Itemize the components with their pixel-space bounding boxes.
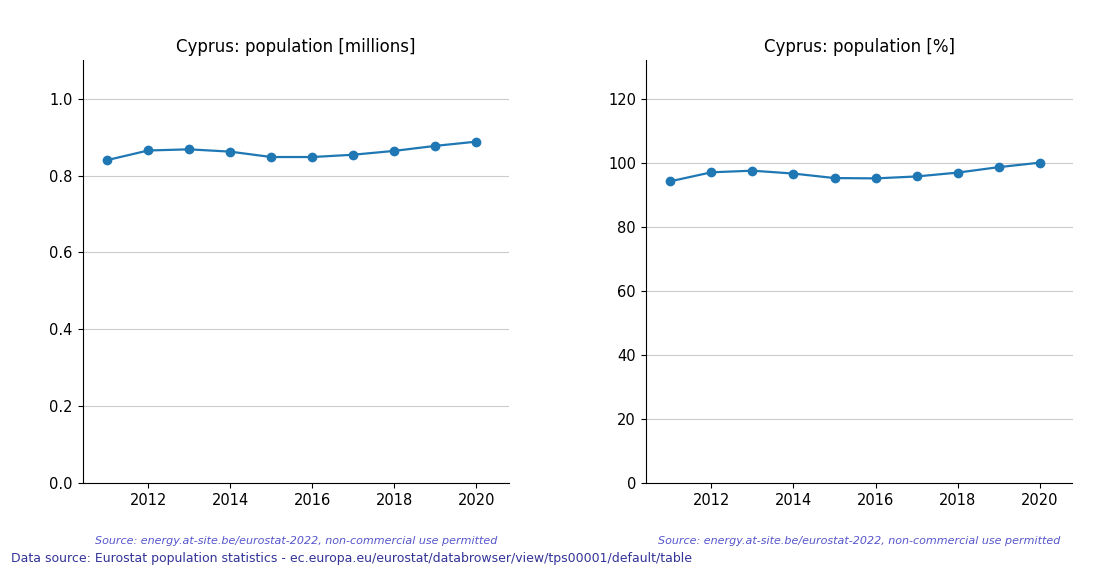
Text: Source: energy.at-site.be/eurostat-2022, non-commercial use permitted: Source: energy.at-site.be/eurostat-2022,… [658,536,1060,546]
Title: Cyprus: population [%]: Cyprus: population [%] [763,38,955,55]
Text: Data source: Eurostat population statistics - ec.europa.eu/eurostat/databrowser/: Data source: Eurostat population statist… [11,552,692,565]
Title: Cyprus: population [millions]: Cyprus: population [millions] [176,38,416,55]
Text: Source: energy.at-site.be/eurostat-2022, non-commercial use permitted: Source: energy.at-site.be/eurostat-2022,… [95,536,497,546]
